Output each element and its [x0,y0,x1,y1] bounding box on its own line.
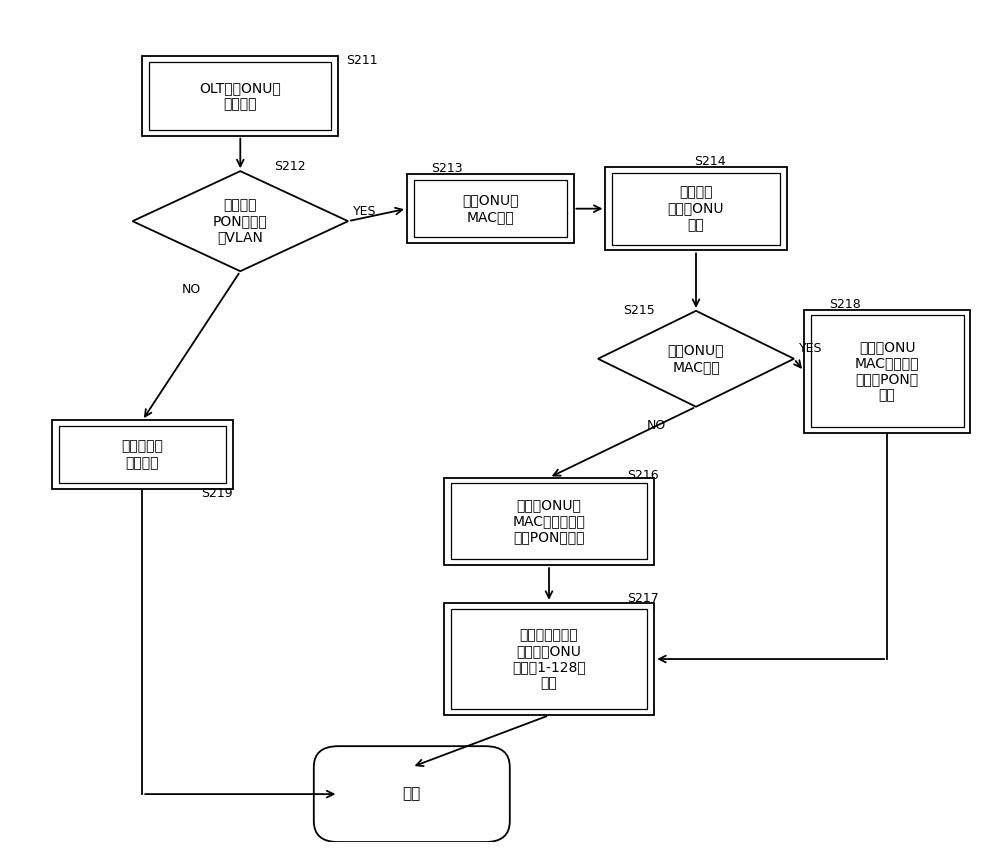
FancyBboxPatch shape [804,310,970,433]
FancyBboxPatch shape [444,603,654,716]
Text: 获知ONU的
MAC地址: 获知ONU的 MAC地址 [462,193,518,224]
Text: YES: YES [799,342,822,355]
Text: NO: NO [647,419,666,431]
FancyBboxPatch shape [444,477,654,565]
Polygon shape [598,311,794,407]
Text: S216: S216 [627,469,659,482]
Text: S215: S215 [623,304,655,317]
Text: 查询本地
记录的ONU
信息: 查询本地 记录的ONU 信息 [668,186,724,231]
FancyBboxPatch shape [142,56,338,135]
FancyBboxPatch shape [407,174,574,243]
Text: 拒绝处理，
直接返回: 拒绝处理， 直接返回 [121,440,163,470]
Polygon shape [132,171,348,271]
Text: 授权，分配一个
未使用的ONU
号，从1-128中
选择: 授权，分配一个 未使用的ONU 号，从1-128中 选择 [512,628,586,690]
Text: OLT收到ONU的
广播报文: OLT收到ONU的 广播报文 [199,81,281,111]
Text: 存在ONU的
MAC地址: 存在ONU的 MAC地址 [668,344,724,374]
Text: 结束: 结束 [403,786,421,802]
Text: S212: S212 [275,161,306,174]
FancyBboxPatch shape [52,420,233,488]
FancyBboxPatch shape [314,746,510,842]
Text: S219: S219 [201,488,233,500]
Text: 记录此ONU的
MAC地址、槽位
号、PON端口号: 记录此ONU的 MAC地址、槽位 号、PON端口号 [513,498,585,545]
Text: 读取此ONU
MAC对应的槽
位号、PON端
口号: 读取此ONU MAC对应的槽 位号、PON端 口号 [855,340,919,403]
Text: YES: YES [353,205,376,218]
Text: S213: S213 [431,163,463,175]
Text: NO: NO [182,283,201,296]
Text: S214: S214 [694,156,726,168]
Text: 是否携带
PON内部管
理VLAN: 是否携带 PON内部管 理VLAN [213,198,268,244]
Text: S217: S217 [627,591,659,604]
FancyBboxPatch shape [605,167,787,250]
Text: S211: S211 [346,54,378,66]
Text: S218: S218 [829,298,861,311]
